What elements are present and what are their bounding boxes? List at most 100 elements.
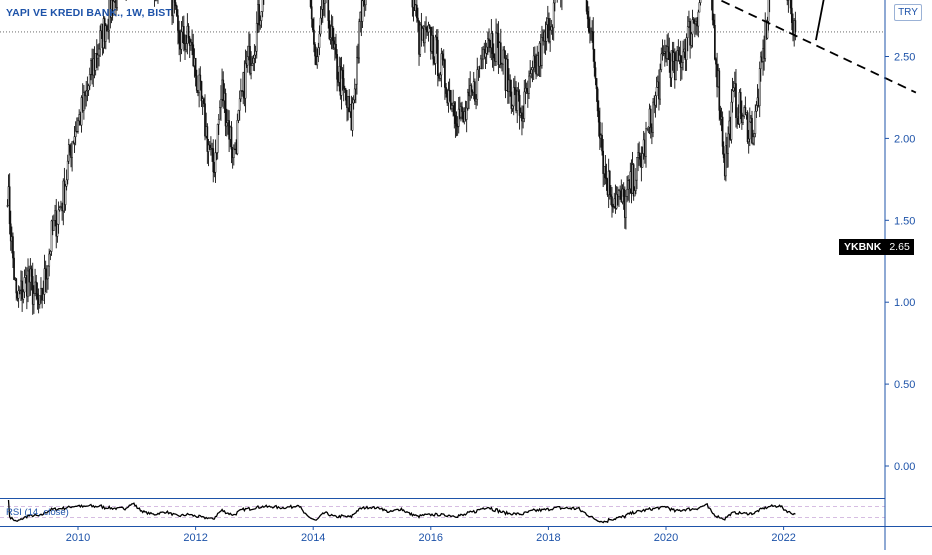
candle-body bbox=[69, 145, 70, 153]
candle-body bbox=[218, 119, 219, 124]
candle-body bbox=[436, 37, 437, 40]
y-tick-label: 0.00 bbox=[894, 461, 915, 473]
candle-body bbox=[58, 210, 59, 224]
candle-body bbox=[768, 0, 769, 21]
candle-body bbox=[13, 258, 14, 280]
candle-body bbox=[466, 108, 467, 119]
candle-body bbox=[429, 25, 430, 27]
candle-body bbox=[512, 106, 513, 109]
candle-body bbox=[23, 292, 24, 299]
candle-body bbox=[332, 26, 333, 40]
candle-body bbox=[47, 266, 48, 279]
candle-body bbox=[640, 156, 641, 159]
candle-body bbox=[255, 51, 256, 55]
candle-body bbox=[645, 129, 646, 156]
candle-body bbox=[723, 146, 724, 157]
candle-body bbox=[217, 124, 218, 152]
candle-body bbox=[634, 191, 635, 196]
candle-body bbox=[200, 75, 201, 81]
candle-body bbox=[320, 18, 321, 34]
candle-body bbox=[609, 171, 610, 194]
candle-body bbox=[181, 32, 182, 49]
candle-body bbox=[174, 0, 175, 3]
candle-body bbox=[759, 69, 760, 106]
rsi-pane[interactable] bbox=[9, 500, 796, 523]
candle-body bbox=[239, 99, 240, 111]
candle-body bbox=[461, 107, 462, 112]
candle-body bbox=[675, 61, 676, 80]
candle-body bbox=[486, 47, 487, 53]
x-tick-label: 2016 bbox=[419, 532, 443, 544]
candle-body bbox=[471, 86, 472, 92]
candle-body bbox=[318, 48, 319, 57]
candle-body bbox=[518, 91, 519, 95]
candle-body bbox=[98, 49, 99, 55]
candle-body bbox=[474, 82, 475, 101]
candle-body bbox=[437, 40, 438, 76]
currency-button[interactable]: TRY bbox=[894, 4, 922, 21]
candle-body bbox=[755, 111, 756, 133]
candle-body bbox=[53, 220, 54, 230]
candle-body bbox=[500, 43, 501, 63]
candle-body bbox=[595, 68, 596, 79]
candle-body bbox=[598, 111, 599, 122]
candle-body bbox=[669, 52, 670, 60]
candle-body bbox=[201, 81, 202, 101]
candle-body bbox=[33, 294, 34, 305]
candle-body bbox=[89, 74, 90, 86]
candle-body bbox=[45, 269, 46, 280]
candle-body bbox=[492, 33, 493, 53]
x-tick-label: 2014 bbox=[301, 532, 325, 544]
candle-body bbox=[24, 278, 25, 292]
candle-body bbox=[594, 49, 595, 67]
rsi-line[interactable] bbox=[9, 500, 796, 523]
candle-body bbox=[698, 12, 699, 26]
candle-body bbox=[714, 25, 715, 59]
candle-body bbox=[66, 180, 67, 186]
candle-body bbox=[359, 22, 360, 58]
candle-body bbox=[256, 23, 257, 51]
candle-body bbox=[597, 89, 598, 111]
candle-body bbox=[636, 157, 637, 180]
candle-body bbox=[215, 153, 216, 173]
candle-body bbox=[749, 122, 750, 139]
candle-body bbox=[321, 9, 322, 18]
candle-body bbox=[650, 109, 651, 127]
x-tick-label: 2022 bbox=[771, 532, 795, 544]
candle-body bbox=[722, 117, 723, 146]
projection-arrow-line[interactable] bbox=[816, 0, 863, 40]
candle-body bbox=[343, 78, 344, 88]
price-badge-value: 2.65 bbox=[889, 241, 909, 253]
candle-body bbox=[740, 92, 741, 113]
candle-body bbox=[188, 26, 189, 38]
candle-body bbox=[642, 154, 643, 168]
candle-body bbox=[213, 149, 214, 172]
candle-body bbox=[237, 120, 238, 153]
candles[interactable] bbox=[7, 0, 796, 315]
candle-body bbox=[661, 54, 662, 70]
candle-body bbox=[252, 63, 253, 65]
candle-body bbox=[191, 42, 192, 44]
candle-body bbox=[416, 5, 417, 18]
candle-body bbox=[59, 208, 60, 210]
candle-body bbox=[324, 0, 325, 3]
candle-body bbox=[238, 110, 239, 120]
candle-body bbox=[335, 44, 336, 54]
candle-body bbox=[72, 142, 73, 158]
candle-body bbox=[626, 189, 627, 196]
candle-body bbox=[477, 70, 478, 100]
rsi-bands bbox=[0, 506, 885, 517]
candle-body bbox=[586, 0, 587, 11]
candle-body bbox=[732, 91, 733, 102]
candle-body bbox=[713, 20, 714, 25]
candle-body bbox=[524, 92, 525, 119]
candle-body bbox=[225, 93, 226, 126]
candle-body bbox=[700, 0, 701, 3]
candle-body bbox=[735, 84, 736, 118]
candle-body bbox=[601, 135, 602, 151]
